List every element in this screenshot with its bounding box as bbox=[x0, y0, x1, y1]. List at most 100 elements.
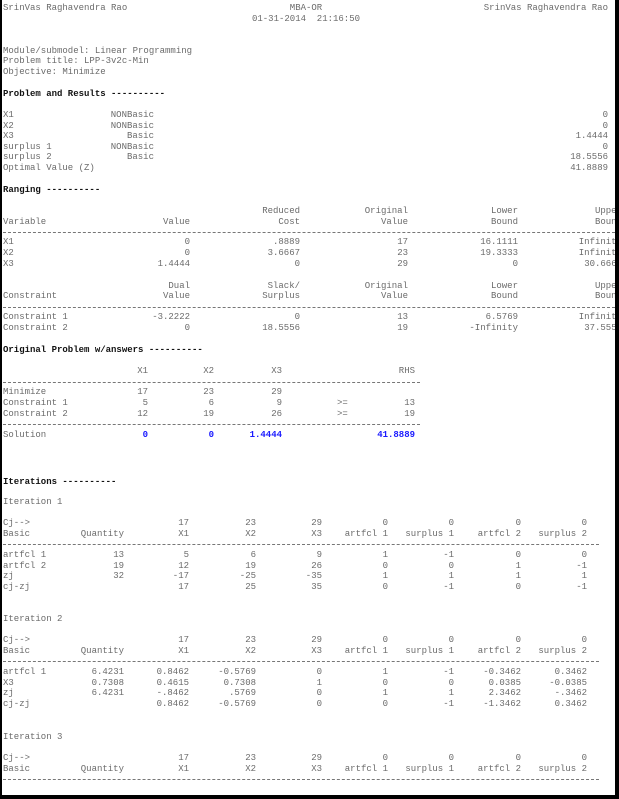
cj-row-cell: 23 bbox=[245, 635, 256, 645]
iteration-row-cell: 12 bbox=[178, 560, 189, 571]
ranging-header-cell: Lower bbox=[490, 206, 518, 216]
ranging-variable-row-cell: 23 bbox=[397, 247, 408, 258]
ranging-variable-row-cell: 16.1111 bbox=[480, 237, 518, 247]
divider bbox=[3, 661, 599, 662]
result-row-cell: 0 bbox=[602, 120, 608, 131]
ranging-variable-row-cell: 1.4444 bbox=[157, 258, 190, 269]
original-row-cell: 23 bbox=[203, 387, 214, 397]
cj-row-cell: 0 bbox=[382, 518, 388, 528]
iteration-row-cell: 35 bbox=[311, 581, 322, 592]
iteration-row-cell: 13 bbox=[113, 550, 124, 560]
result-row-cell: X3 bbox=[3, 131, 14, 142]
ranging-constraint-row-cell: 13 bbox=[397, 312, 408, 322]
solution-value: 41.8889 bbox=[377, 430, 415, 440]
iteration-row-cell: -0.0385 bbox=[549, 677, 587, 688]
ranging-variable-row-cell: .8889 bbox=[272, 237, 300, 247]
original-row-cell: 5 bbox=[142, 397, 148, 408]
iteration-title: Iteration 1 bbox=[3, 497, 63, 507]
iteration-header-cell: artfcl 2 bbox=[477, 764, 521, 774]
ranging-variable-row-cell: 17 bbox=[397, 237, 408, 247]
iteration-row-cell: artfcl 1 bbox=[3, 667, 47, 677]
ranging-header-cell: Original bbox=[364, 281, 408, 291]
iteration-row-cell: 19 bbox=[113, 560, 124, 571]
iteration-row-cell: 19 bbox=[245, 560, 256, 571]
cj-row-cell: 17 bbox=[178, 518, 189, 528]
original-row-cell: 13 bbox=[404, 397, 415, 408]
report-datetime: 01-31-2014 21:16:50 bbox=[251, 14, 361, 24]
solution-value: 0 bbox=[142, 430, 148, 440]
original-row-cell: 19 bbox=[203, 408, 214, 419]
ranging-header-cell: Bound bbox=[490, 217, 518, 227]
ranging-variable-row-cell: 19.3333 bbox=[480, 247, 518, 258]
cj-row-cell: 0 bbox=[581, 753, 587, 763]
iteration-row-cell: 0 bbox=[515, 550, 521, 560]
iteration-header-cell: X2 bbox=[245, 764, 256, 774]
iteration-row-cell: 1 bbox=[515, 571, 521, 582]
iteration-header-cell: X1 bbox=[178, 646, 189, 656]
ranging-header-cell: Bound bbox=[594, 291, 615, 301]
result-row-cell: X2 bbox=[3, 120, 14, 131]
solution-value: 0 bbox=[208, 430, 214, 440]
iteration-header-cell: Quantity bbox=[80, 646, 124, 656]
iteration-row-cell: 0 bbox=[316, 667, 322, 677]
result-row-cell: NONBasic bbox=[110, 110, 154, 120]
result-row-cell: 18.5556 bbox=[570, 152, 608, 163]
iteration-row-cell: 0.7308 bbox=[91, 677, 124, 688]
iteration-header-cell: Quantity bbox=[80, 764, 124, 774]
iteration-row-cell: 1 bbox=[448, 688, 454, 699]
ranging-variable-row-cell: 30.6667 bbox=[584, 258, 615, 269]
result-row-cell: Basic bbox=[126, 152, 154, 163]
cj-row-cell: 0 bbox=[515, 753, 521, 763]
result-row-cell: NONBasic bbox=[110, 141, 154, 152]
iteration-header-cell: X3 bbox=[311, 646, 322, 656]
iteration-row-cell: 6 bbox=[250, 550, 256, 560]
original-row-cell: >= bbox=[337, 397, 348, 408]
ranging-header-cell: Value bbox=[380, 217, 408, 227]
ranging-header-cell: Original bbox=[364, 206, 408, 216]
author-right: SrinVas Raghavendra Rao bbox=[483, 3, 608, 13]
cj-row-cell: Cj--> bbox=[3, 635, 31, 645]
original-row-cell: Minimize bbox=[3, 387, 47, 397]
cj-row-cell: 0 bbox=[515, 518, 521, 528]
iteration-title: Iteration 2 bbox=[3, 614, 63, 624]
cj-row-cell: 17 bbox=[178, 753, 189, 763]
ranging-header-cell: Constraint bbox=[3, 291, 58, 301]
ranging-header-cell: Cost bbox=[278, 217, 300, 227]
iteration-header-cell: X2 bbox=[245, 529, 256, 539]
iteration-row-cell: 1 bbox=[382, 550, 388, 560]
iteration-row-cell: 1 bbox=[581, 571, 587, 582]
original-row-cell: Constraint 2 bbox=[3, 408, 68, 419]
iteration-row-cell: 1 bbox=[448, 571, 454, 582]
iteration-row-cell: 0 bbox=[515, 581, 521, 592]
cj-row-cell: 23 bbox=[245, 753, 256, 763]
iteration-row-cell: 0 bbox=[448, 560, 454, 571]
ranging-header-cell: Lower bbox=[490, 281, 518, 291]
iteration-header-cell: Basic bbox=[3, 764, 31, 774]
original-row-cell: 12 bbox=[137, 408, 148, 419]
iteration-row-cell: 0.8462 bbox=[156, 667, 189, 677]
iteration-row-cell: -1 bbox=[576, 560, 587, 571]
section-heading-results: Problem and Results ---------- bbox=[3, 89, 166, 99]
ranging-header-cell: Value bbox=[162, 217, 190, 227]
ranging-constraint-row-cell: Constraint 1 bbox=[3, 312, 68, 322]
original-row-cell: >= bbox=[337, 408, 348, 419]
iteration-header-cell: artfcl 1 bbox=[344, 764, 388, 774]
original-header-cell: X3 bbox=[271, 366, 282, 376]
iteration-header-cell: surplus 2 bbox=[538, 646, 587, 656]
iteration-row-cell: artfcl 2 bbox=[3, 560, 47, 571]
ranging-header-cell: Value bbox=[162, 291, 190, 301]
iteration-header-cell: surplus 1 bbox=[405, 529, 454, 539]
ranging-variable-row-cell: 0 bbox=[184, 237, 190, 247]
objective-label: Objective: Minimize bbox=[3, 67, 106, 77]
iteration-header-cell: X2 bbox=[245, 646, 256, 656]
ranging-header-cell: Upper bbox=[594, 206, 615, 216]
iteration-row-cell: -0.5769 bbox=[218, 667, 256, 677]
cj-row-cell: 29 bbox=[311, 753, 322, 763]
ranging-header-cell: Dual bbox=[168, 281, 190, 291]
iteration-row-cell: -17 bbox=[172, 571, 189, 582]
ranging-header-cell: Value bbox=[380, 291, 408, 301]
iteration-header-cell: surplus 2 bbox=[538, 529, 587, 539]
iteration-row-cell: 0 bbox=[382, 698, 388, 709]
cj-row-cell: 17 bbox=[178, 635, 189, 645]
